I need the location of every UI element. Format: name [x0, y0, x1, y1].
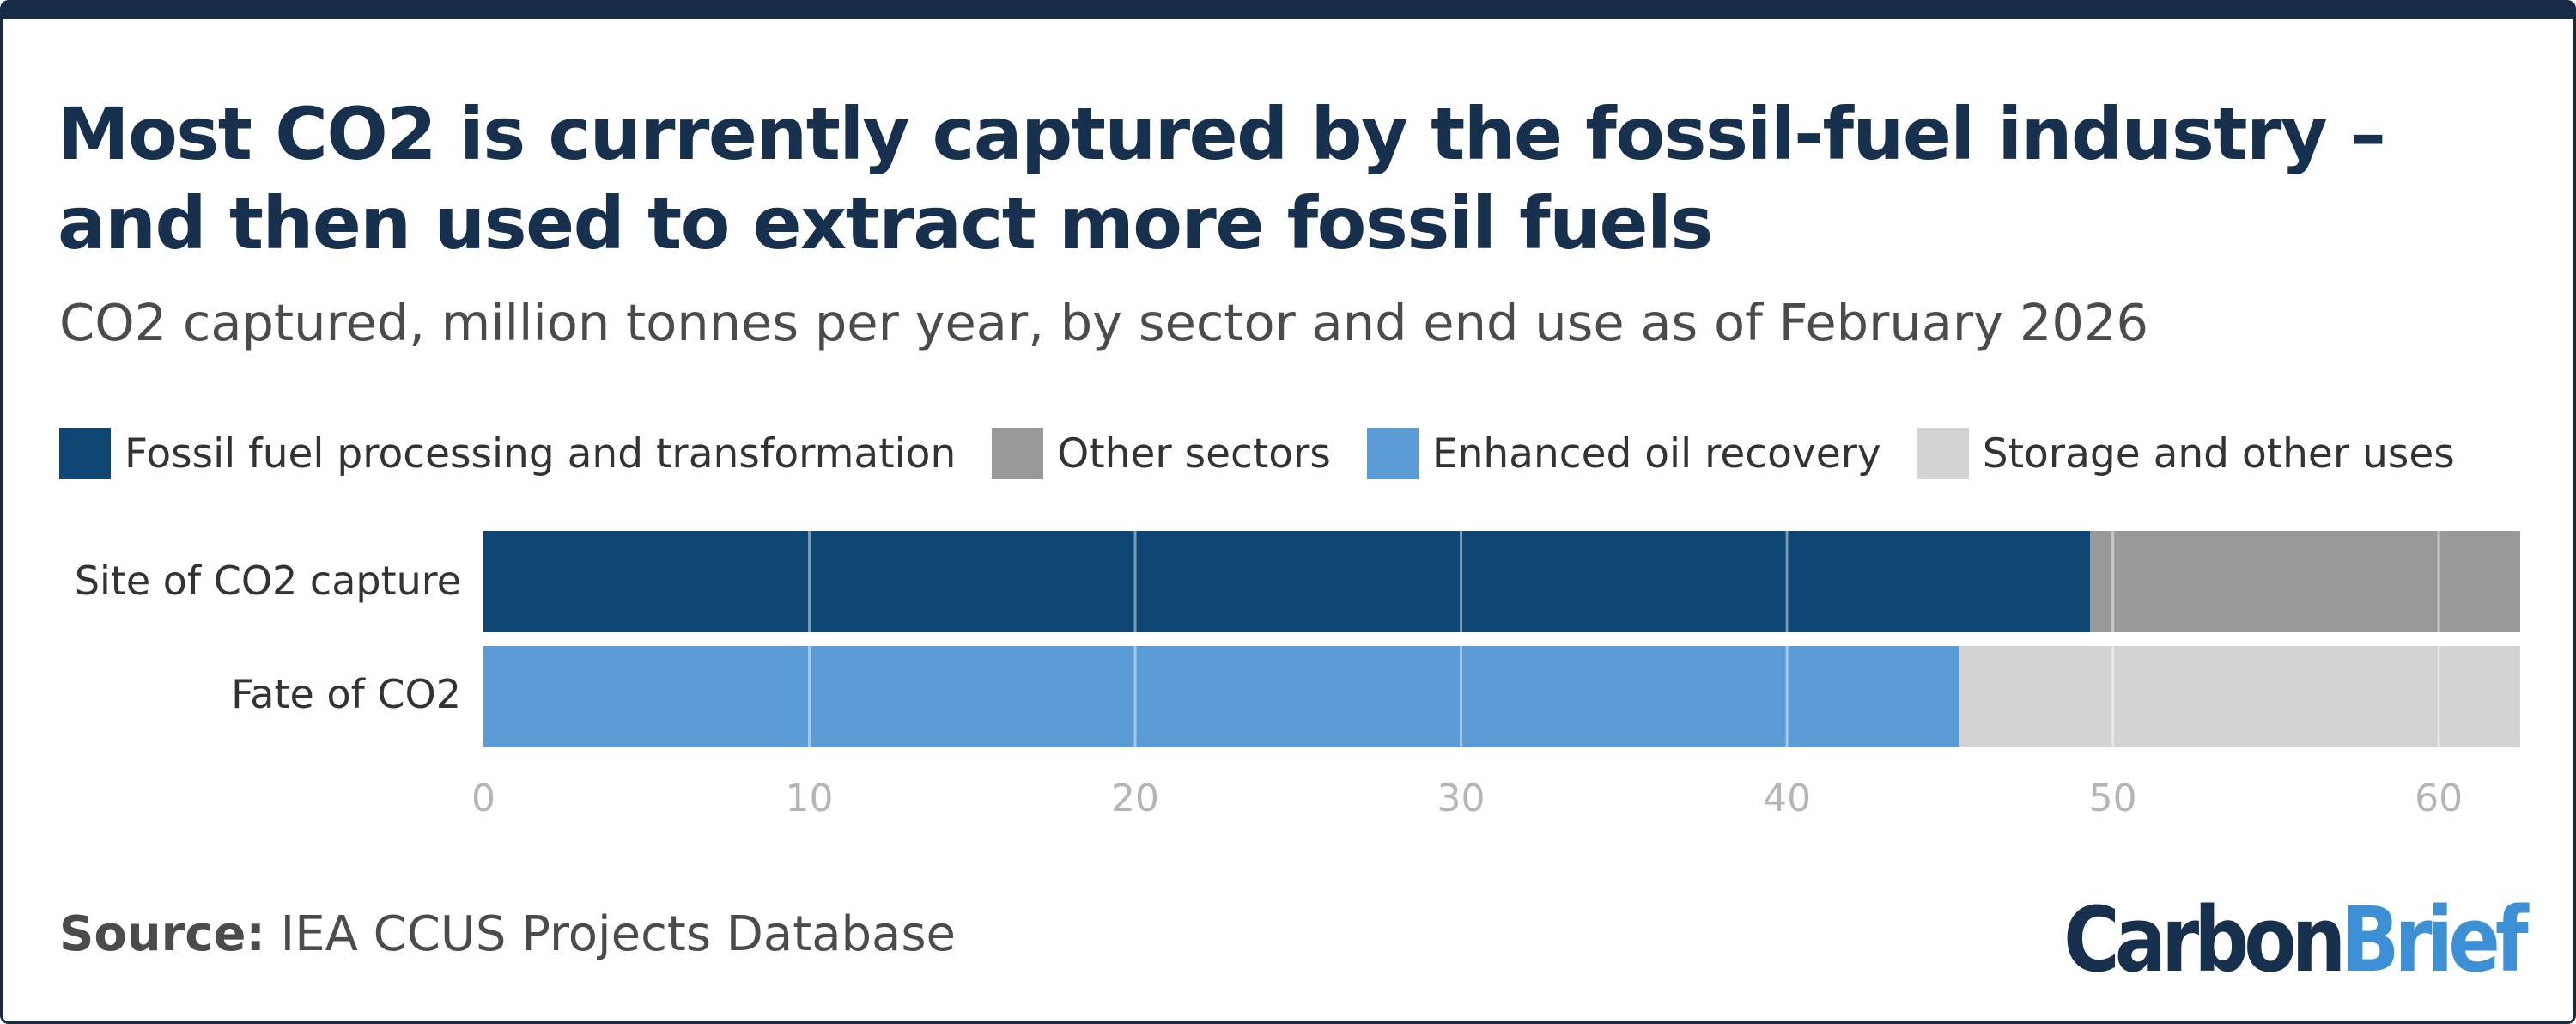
x-tick-label-50: 50 [2089, 777, 2137, 820]
bar-chart: 0 10 20 30 40 50 60 [471, 531, 2520, 820]
bar-site-of-co2-capture-fossil-fuel-processing-and-transformation [483, 531, 2091, 632]
x-tick-label-10: 10 [786, 777, 834, 820]
legend-swatch-fossil-fuel-processing [59, 428, 111, 479]
x-tick-label-30: 30 [1437, 777, 1485, 820]
logo-text-brief: Brief [2341, 887, 2529, 992]
x-tick-label-40: 40 [1763, 777, 1811, 820]
source-text: IEA CCUS Projects Database [280, 906, 956, 962]
category-label-site-of-capture: Site of CO2 capture [74, 558, 461, 604]
bar-site-of-co2-capture-other-sectors [2090, 531, 2520, 632]
chart-subtitle: CO2 captured, million tonnes per year, b… [59, 293, 2149, 352]
category-label-fate-of-co2: Fate of CO2 [231, 671, 461, 717]
legend-swatch-storage-and-other-uses [1917, 428, 1969, 479]
legend-label-fossil-fuel-processing: Fossil fuel processing and transformatio… [125, 430, 957, 478]
chart-title: Most CO2 is currently captured by the fo… [58, 92, 2386, 265]
logo-text-carbon: Carbon [2063, 887, 2346, 992]
legend-swatch-other-sectors [992, 428, 1044, 479]
x-tick-label-0: 0 [471, 777, 495, 820]
bar-fate-of-co2-storage-and-other-uses [1959, 646, 2520, 747]
legend-label-other-sectors: Other sectors [1057, 430, 1331, 478]
legend-item-other-sectors: Other sectors [992, 428, 1331, 479]
source-note: Source: IEA CCUS Projects Database [59, 905, 956, 964]
legend-label-storage-and-other-uses: Storage and other uses [1982, 430, 2455, 478]
x-tick-label-60: 60 [2415, 777, 2463, 820]
legend-label-enhanced-oil-recovery: Enhanced oil recovery [1431, 430, 1881, 478]
legend-item-storage-and-other-uses: Storage and other uses [1917, 428, 2455, 479]
x-tick-label-20: 20 [1111, 777, 1159, 820]
legend-swatch-enhanced-oil-recovery [1366, 428, 1419, 479]
legend: Fossil fuel processing and transformatio… [59, 426, 2491, 481]
source-label: Source: [59, 906, 265, 962]
bar-fate-of-co2-enhanced-oil-recovery [483, 646, 1960, 747]
legend-item-enhanced-oil-recovery: Enhanced oil recovery [1366, 428, 1881, 479]
carbon-brief-logo: CarbonBrief [2063, 887, 2529, 992]
legend-item-fossil-fuel-processing: Fossil fuel processing and transformatio… [59, 428, 956, 479]
